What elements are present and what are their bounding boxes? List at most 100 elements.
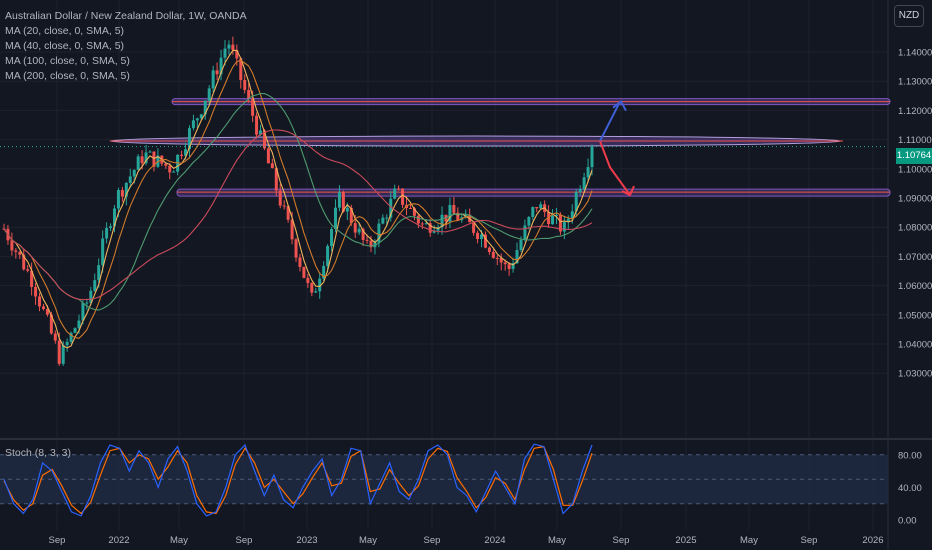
candle-body: [235, 50, 239, 59]
time-tick: 2022: [108, 535, 129, 546]
candle-body: [215, 70, 219, 75]
candle-body: [302, 266, 306, 278]
candle-body: [105, 227, 109, 239]
time-tick: Sep: [801, 535, 818, 546]
ma20-label: MA (20, close, 0, SMA, 5): [5, 25, 125, 37]
candle-body: [34, 286, 38, 297]
candle-body: [61, 345, 65, 364]
candle-body: [152, 151, 156, 167]
candle-body: [440, 214, 444, 228]
arrow-up: [599, 101, 621, 142]
candle-body: [389, 198, 393, 218]
candle-body: [109, 226, 113, 228]
candle-body: [81, 302, 85, 321]
candle-body: [290, 219, 294, 240]
candle-body: [140, 156, 144, 164]
candle-body: [476, 232, 480, 240]
candle-body: [101, 238, 105, 266]
candle-body: [428, 223, 432, 233]
candle-body: [231, 44, 235, 51]
ma40-label: MA (40, close, 0, SMA, 5): [5, 40, 125, 52]
ma100-line: [3, 93, 593, 311]
candle-body: [164, 163, 168, 166]
candle-body: [298, 257, 302, 267]
price-tick: 1.03000: [898, 369, 932, 380]
candle-body: [330, 229, 334, 246]
candle-body: [401, 188, 405, 205]
candles: [2, 36, 594, 366]
candle-body: [187, 128, 191, 150]
candle-body: [361, 228, 365, 240]
candle-body: [124, 182, 128, 197]
stoch-label: Stoch (8, 3, 3): [5, 447, 71, 459]
candle-body: [495, 257, 499, 259]
candle-body: [432, 230, 436, 233]
candle-body: [491, 252, 495, 258]
candle-body: [531, 206, 535, 217]
price-tick: 1.06000: [898, 281, 932, 292]
candle-body: [251, 98, 255, 116]
currency-button[interactable]: NZD: [894, 5, 924, 27]
candle-body: [472, 222, 476, 233]
ma20-line: [3, 49, 593, 349]
stoch-tick: 80.00: [898, 450, 922, 461]
chart-legend: Australian Dollar / New Zealand Dollar, …: [5, 9, 247, 84]
candle-body: [144, 152, 148, 164]
price-tick: 1.12000: [898, 106, 932, 117]
time-tick: Sep: [236, 535, 253, 546]
stoch-tick: 0.00: [898, 516, 917, 527]
time-tick: Sep: [49, 535, 66, 546]
candle-body: [310, 283, 314, 293]
candle-body: [128, 176, 132, 183]
candle-body: [365, 239, 369, 241]
candle-body: [219, 57, 223, 75]
candle-body: [566, 218, 570, 222]
price-tick: 1.09000: [898, 194, 932, 205]
price-tick: 1.14000: [898, 48, 932, 59]
candle-body: [452, 205, 456, 213]
candle-body: [357, 228, 361, 233]
candle-body: [136, 156, 140, 171]
candle-body: [239, 58, 243, 81]
candle-body: [416, 215, 420, 224]
candle-body: [191, 120, 195, 129]
candle-body: [535, 206, 539, 209]
ma100-label: MA (100, close, 0, SMA, 5): [5, 55, 130, 67]
candle-body: [65, 341, 69, 346]
candle-body: [243, 80, 247, 90]
candle-body: [148, 151, 152, 153]
candle-body: [503, 262, 507, 265]
candle-body: [278, 190, 282, 206]
price-tick: 1.04000: [898, 340, 932, 351]
time-tick: May: [170, 535, 188, 546]
candle-body: [578, 189, 582, 193]
symbol-title: Australian Dollar / New Zealand Dollar, …: [5, 10, 247, 22]
candle-body: [259, 130, 263, 135]
candle-body: [255, 115, 259, 135]
candle-body: [286, 206, 290, 220]
candle-body: [180, 154, 184, 156]
arrow-down: [599, 140, 631, 196]
candle-body: [85, 302, 89, 304]
candle-body: [262, 130, 266, 149]
price-tick: 1.11000: [898, 135, 932, 146]
candle-body: [195, 118, 199, 121]
candle-body: [168, 165, 172, 173]
ma40-line: [3, 59, 593, 339]
candle-body: [554, 214, 558, 216]
candle-body: [211, 70, 215, 89]
candle-body: [282, 205, 286, 207]
candle-body: [539, 204, 543, 209]
candle-body: [527, 216, 531, 226]
candle-body: [586, 167, 590, 178]
candle-body: [97, 265, 101, 281]
candle-body: [574, 192, 578, 212]
time-tick: Sep: [424, 535, 441, 546]
candle-body: [483, 234, 487, 248]
candle-body: [73, 328, 77, 333]
candle-body: [487, 247, 491, 253]
ma200-line: [3, 129, 593, 301]
candle-body: [408, 208, 412, 210]
arrow-up-head: [612, 100, 627, 112]
